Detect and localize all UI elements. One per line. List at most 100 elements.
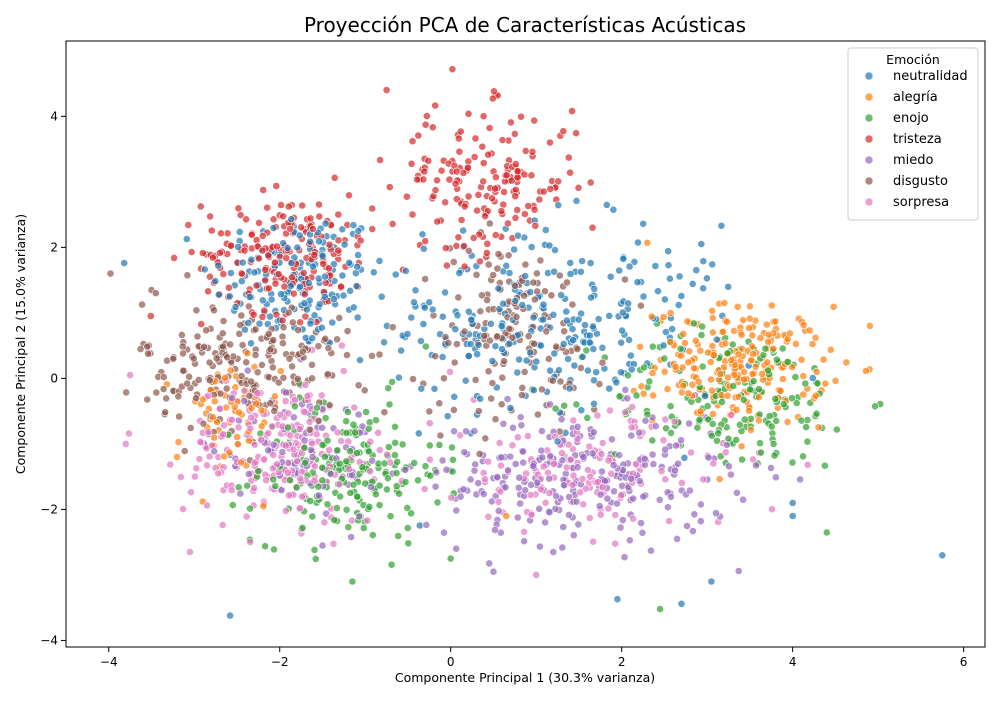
data-point-alegría xyxy=(708,306,716,315)
data-point-alegría xyxy=(769,344,778,353)
data-point-neutralidad xyxy=(563,316,571,325)
data-point-disgusto xyxy=(454,293,463,302)
y-axis: −4 −2 0 2 4 xyxy=(40,109,66,647)
data-point-miedo xyxy=(640,454,649,463)
data-point-alegría xyxy=(727,356,736,365)
data-point-tristeza xyxy=(234,204,243,213)
data-point-miedo xyxy=(569,531,578,540)
data-point-sorpresa xyxy=(576,488,585,497)
data-point-sorpresa xyxy=(586,472,594,481)
data-point-tristeza xyxy=(433,176,441,185)
data-point-miedo xyxy=(277,486,286,495)
data-point-neutralidad xyxy=(581,321,589,329)
data-point-enojo xyxy=(656,605,664,613)
data-point-miedo xyxy=(664,503,672,512)
data-point-miedo xyxy=(610,487,618,496)
data-point-neutralidad xyxy=(438,353,447,361)
data-point-sorpresa xyxy=(366,437,375,446)
data-point-alegría xyxy=(659,313,668,321)
data-point-enojo xyxy=(714,429,723,438)
data-point-enojo xyxy=(382,485,391,494)
data-point-alegría xyxy=(243,349,252,358)
data-point-disgusto xyxy=(491,415,500,424)
data-point-alegría xyxy=(764,330,773,339)
data-point-enojo xyxy=(330,516,339,524)
data-point-alegría xyxy=(821,379,830,388)
data-point-alegría xyxy=(648,369,657,377)
data-point-tristeza xyxy=(431,186,440,195)
data-point-tristeza xyxy=(441,244,450,252)
data-point-neutralidad xyxy=(605,384,614,393)
data-point-tristeza xyxy=(471,134,480,143)
data-point-sorpresa xyxy=(661,475,670,484)
data-point-neutralidad xyxy=(590,284,599,293)
data-point-disgusto xyxy=(192,306,201,315)
data-point-neutralidad xyxy=(668,325,677,333)
legend-label-enojo: enojo xyxy=(893,111,929,126)
data-point-miedo xyxy=(368,456,376,465)
data-point-sorpresa xyxy=(721,448,730,457)
data-point-neutralidad xyxy=(515,355,523,364)
data-point-sorpresa xyxy=(657,467,666,475)
data-point-alegría xyxy=(771,317,780,326)
data-point-tristeza xyxy=(206,212,214,221)
data-point-alegría xyxy=(663,385,672,393)
data-point-neutralidad xyxy=(476,394,485,403)
data-point-sorpresa xyxy=(585,442,594,451)
data-point-neutralidad xyxy=(419,244,428,253)
data-point-tristeza xyxy=(500,188,508,196)
data-point-disgusto xyxy=(533,269,541,278)
data-point-alegría xyxy=(716,370,725,379)
data-point-tristeza xyxy=(490,87,498,96)
data-point-tristeza xyxy=(455,147,464,156)
data-point-enojo xyxy=(335,459,344,468)
data-point-neutralidad xyxy=(414,429,423,438)
data-point-alegría xyxy=(276,367,285,375)
data-point-tristeza xyxy=(420,167,429,176)
legend-title: Emoción xyxy=(886,52,940,67)
data-point-alegría xyxy=(755,416,763,425)
data-point-neutralidad xyxy=(626,351,635,360)
data-point-enojo xyxy=(645,377,654,386)
data-point-disgusto xyxy=(323,370,332,379)
data-point-enojo xyxy=(799,452,807,461)
data-point-miedo xyxy=(462,427,470,436)
data-point-neutralidad xyxy=(675,272,684,281)
data-point-enojo xyxy=(832,425,841,434)
data-point-tristeza xyxy=(219,270,228,278)
data-point-neutralidad xyxy=(420,303,429,312)
data-point-tristeza xyxy=(264,251,273,260)
data-point-enojo xyxy=(300,443,309,452)
data-point-tristeza xyxy=(308,225,317,233)
data-point-sorpresa xyxy=(541,498,550,507)
data-point-tristeza xyxy=(282,254,291,262)
data-point-neutralidad xyxy=(497,322,506,330)
data-point-sorpresa xyxy=(611,539,620,548)
data-point-alegría xyxy=(799,372,808,380)
data-point-neutralidad xyxy=(380,338,388,347)
data-point-miedo xyxy=(440,528,448,537)
data-point-neutralidad xyxy=(467,315,476,324)
data-point-alegría xyxy=(758,369,766,378)
data-point-enojo xyxy=(648,436,657,445)
data-point-enojo xyxy=(352,449,361,457)
data-point-neutralidad xyxy=(609,205,618,214)
data-point-alegría xyxy=(679,329,688,338)
data-point-alegría xyxy=(740,375,748,384)
legend-label-tristeza: tristeza xyxy=(893,132,942,147)
data-point-miedo xyxy=(560,481,568,490)
data-point-alegría xyxy=(685,347,694,356)
data-point-tristeza xyxy=(483,239,492,248)
data-point-alegría xyxy=(210,433,218,442)
data-point-neutralidad xyxy=(283,243,292,252)
data-point-alegría xyxy=(708,342,717,350)
data-point-alegría xyxy=(694,377,703,386)
data-point-sorpresa xyxy=(709,459,718,468)
data-point-enojo xyxy=(290,402,299,411)
data-point-disgusto xyxy=(279,373,288,382)
data-point-neutralidad xyxy=(549,310,558,319)
data-point-tristeza xyxy=(205,272,214,281)
data-point-tristeza xyxy=(368,204,377,213)
data-point-alegría xyxy=(671,362,680,371)
